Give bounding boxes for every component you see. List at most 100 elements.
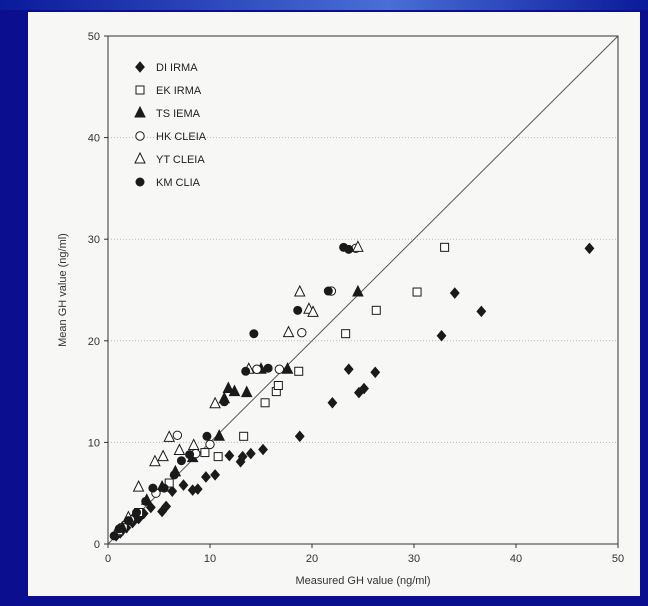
point-di-irma-6 [145, 501, 156, 514]
point-di-irma-25 [370, 366, 381, 379]
point-hk-cleia-8 [297, 327, 307, 338]
point-di-irma-19 [258, 443, 268, 456]
point-yt-cleia-8 [209, 396, 221, 409]
point-km-clia-9 [185, 450, 195, 460]
point-ek-irma-9 [294, 366, 304, 376]
point-di-irma-9 [167, 485, 178, 497]
point-ts-iema-6 [213, 429, 225, 441]
point-di-irma-13 [201, 471, 211, 483]
legend-marker-yt-cleia [134, 151, 146, 164]
point-km-clia-15 [293, 305, 303, 315]
point-km-clia-16 [323, 286, 333, 296]
point-di-irma-26 [436, 329, 447, 342]
point-di-irma-18 [245, 447, 256, 460]
point-km-clia-18 [344, 244, 354, 254]
plot-frame [107, 35, 619, 545]
legend-label-ts-iema: TS IEMA [156, 108, 201, 120]
point-yt-cleia-10 [282, 325, 295, 338]
point-ek-irma-12 [412, 287, 422, 297]
point-km-clia-13 [249, 329, 259, 339]
point-km-clia-5 [148, 483, 158, 493]
point-km-clia-2 [123, 516, 133, 526]
point-ek-irma-6 [260, 398, 270, 408]
legend-label-ek-irma: EK IRMA [156, 85, 202, 97]
legend-marker-ek-irma [135, 85, 145, 95]
y-tick-label-0: 0 [94, 539, 100, 551]
point-yt-cleia-5 [163, 430, 176, 442]
x-tick-label-10: 10 [204, 553, 216, 565]
point-ek-irma-2 [164, 478, 174, 488]
point-km-clia-10 [202, 431, 212, 441]
point-di-irma-24 [359, 382, 369, 395]
slide-header-strip [0, 0, 648, 10]
point-km-clia-7 [169, 470, 179, 480]
point-di-irma-14 [210, 469, 221, 481]
point-yt-cleia-2 [132, 479, 145, 492]
point-ts-iema-9 [228, 384, 241, 397]
y-tick-label-20: 20 [88, 336, 100, 348]
x-tick-label-50: 50 [612, 553, 624, 565]
point-km-clia-1 [114, 524, 124, 534]
point-ek-irma-13 [440, 242, 450, 252]
legend-label-hk-cleia: HK CLEIA [156, 131, 207, 143]
point-yt-cleia-7 [187, 438, 200, 450]
point-di-irma-15 [224, 449, 235, 462]
data-points [109, 240, 595, 542]
point-km-clia-11 [219, 397, 229, 407]
legend-marker-di-irma [135, 61, 145, 73]
scatter-chart: 0 10 20 30 40 50 0 10 20 30 40 50 DI IRMA EK IRMA TS … [57, 31, 624, 587]
y-tick-label-10: 10 [88, 437, 100, 449]
series-km-clia [109, 242, 354, 541]
legend-marker-hk-cleia [135, 131, 145, 141]
point-yt-cleia-4 [157, 449, 169, 462]
legend: DI IRMA EK IRMA TS IEMA HK CLEIA YT CLEIA KM … [134, 61, 207, 189]
point-ek-irma-8 [273, 381, 283, 391]
y-axis-label: Mean GH value (ng/ml) [57, 233, 69, 347]
point-km-clia-6 [159, 483, 169, 493]
point-hk-cleia-5 [205, 439, 215, 450]
point-km-clia-0 [109, 531, 119, 541]
point-ts-iema-13 [352, 284, 364, 297]
point-hk-cleia-7 [274, 364, 285, 374]
legend-label-yt-cleia: YT CLEIA [156, 154, 205, 166]
point-ts-iema-12 [281, 362, 294, 374]
y-tick-label-30: 30 [88, 234, 100, 246]
point-hk-cleia-6 [252, 364, 262, 374]
y-tick-label-40: 40 [88, 133, 100, 145]
point-di-irma-27 [449, 287, 460, 299]
x-tick-label-0: 0 [105, 553, 111, 565]
point-ek-irma-5 [239, 431, 249, 441]
point-ts-iema-10 [240, 385, 253, 398]
axes [107, 35, 619, 545]
point-yt-cleia-13 [307, 305, 319, 317]
point-km-clia-8 [176, 456, 186, 466]
point-yt-cleia-3 [149, 454, 161, 467]
point-ts-iema-8 [222, 381, 235, 394]
point-yt-cleia-14 [352, 240, 364, 252]
figure-panel: 0 10 20 30 40 50 0 10 20 30 40 50 DI IRMA EK IRMA TS … [28, 12, 640, 596]
point-di-irma-21 [327, 397, 338, 409]
x-axis-label: Measured GH value (ng/ml) [295, 575, 430, 587]
point-ek-irma-4 [213, 452, 223, 462]
point-ek-irma-11 [371, 305, 381, 315]
x-tick-label-30: 30 [408, 553, 420, 565]
point-di-irma-20 [294, 430, 305, 443]
legend-label-km-clia: KM CLIA [156, 177, 201, 189]
point-di-irma-17 [237, 450, 248, 463]
legend-label-di-irma: DI IRMA [156, 62, 198, 74]
point-di-irma-22 [343, 363, 354, 376]
point-di-irma-12 [192, 483, 203, 495]
point-di-irma-29 [584, 242, 595, 255]
y-tick-label-50: 50 [88, 31, 100, 43]
point-di-irma-10 [178, 479, 189, 491]
point-di-irma-28 [476, 305, 487, 318]
tick-labels: 0 10 20 30 40 50 0 10 20 30 40 50 [88, 31, 624, 565]
legend-marker-ts-iema [134, 105, 146, 118]
point-hk-cleia-3 [172, 430, 183, 440]
point-ek-irma-10 [341, 329, 351, 339]
point-km-clia-14 [263, 363, 273, 373]
point-ek-irma-3 [200, 448, 210, 458]
point-yt-cleia-6 [173, 443, 186, 456]
point-km-clia-3 [132, 508, 142, 518]
